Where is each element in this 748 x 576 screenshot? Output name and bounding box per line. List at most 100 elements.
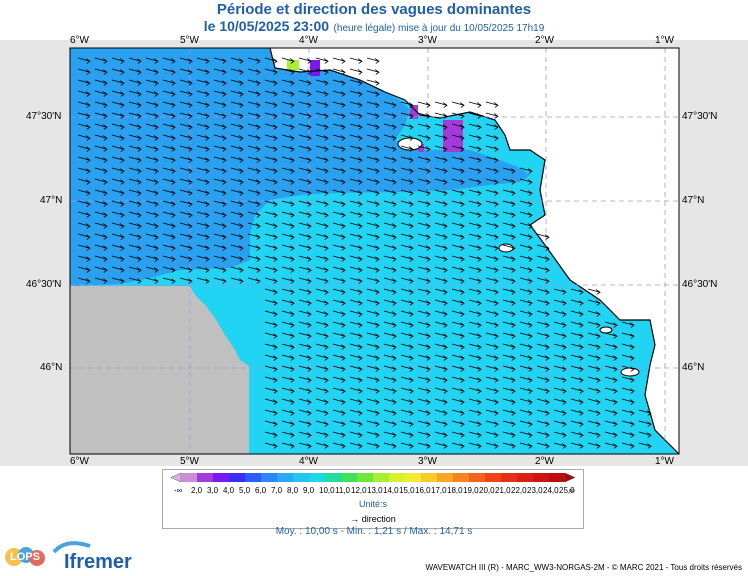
direction-arrow [383,288,397,295]
direction-arrow [111,156,125,163]
direction-arrow [621,420,635,427]
direction-arrow [179,112,193,119]
direction-arrow [281,178,295,185]
direction-arrow [281,156,295,163]
direction-arrow [298,222,312,229]
direction-arrow [366,299,380,306]
direction-arrow [417,365,431,372]
direction-arrow [366,244,380,251]
direction-arrow [468,376,482,383]
direction-arrow [383,101,397,108]
direction-arrow [196,211,210,218]
legend-tick-label: 3,0 [207,486,219,495]
direction-arrow [417,266,431,273]
direction-arrow [519,299,533,306]
direction-arrow [230,222,244,229]
direction-arrow [179,156,193,163]
direction-arrow [519,200,533,207]
direction-arrow [94,90,108,97]
direction-arrow [247,90,261,97]
direction-arrow [536,376,550,383]
direction-arrow [281,431,295,438]
direction-arrow [434,134,448,141]
direction-arrow [502,376,516,383]
direction-arrow [281,442,295,449]
direction-arrow [247,79,261,86]
direction-arrow [77,189,91,196]
direction-arrow [536,277,550,284]
direction-arrow [281,332,295,339]
direction-arrow [128,167,142,174]
legend-tick-label: 13,0 [367,486,383,495]
direction-arrow [485,354,499,361]
direction-arrow [145,68,159,75]
direction-arrow [383,431,397,438]
direction-arrow [553,321,567,328]
direction-arrow [77,178,91,185]
lops-logo-text: LOPS [10,551,40,563]
direction-arrow [264,200,278,207]
direction-arrow [451,244,465,251]
direction-arrow [332,222,346,229]
direction-arrow [264,277,278,284]
island-re [599,326,613,334]
direction-arrow [604,354,618,361]
direction-arrow [417,376,431,383]
direction-arrow [485,277,499,284]
direction-arrow [519,321,533,328]
direction-arrow [230,167,244,174]
legend-tick-label: 14,0 [383,486,399,495]
direction-arrow [417,145,431,152]
legend-swatch [373,473,390,482]
legend-swatch [325,473,342,482]
direction-arrow [281,310,295,317]
legend-swatch [389,473,406,482]
direction-arrow [179,123,193,130]
direction-arrow [400,244,414,251]
legend-tick-label: ∞ [569,486,575,495]
direction-arrow [383,409,397,416]
direction-arrow [366,112,380,119]
direction-arrow [94,68,108,75]
direction-arrow [502,431,516,438]
direction-arrow [570,431,584,438]
direction-arrow [128,189,142,196]
direction-arrow [145,200,159,207]
direction-arrow [298,90,312,97]
direction-arrow [502,211,516,218]
lon-label-bottom: 4°W [299,456,318,467]
direction-arrow [400,156,414,163]
direction-arrow [468,178,482,185]
direction-arrow [298,145,312,152]
direction-arrow [145,222,159,229]
direction-arrow [264,398,278,405]
direction-arrow [366,266,380,273]
direction-arrow [247,178,261,185]
direction-arrow [366,288,380,295]
direction-arrow [400,222,414,229]
direction-arrow [111,90,125,97]
direction-arrow [349,398,363,405]
direction-arrow [417,409,431,416]
direction-arrow [485,387,499,394]
direction-arrow [417,123,431,130]
direction-arrow [468,156,482,163]
direction-arrow [383,398,397,405]
coastline [269,47,680,455]
direction-arrow [434,431,448,438]
legend-tick-label: -∞ [174,486,183,495]
ifremer-wave-icon [52,541,91,554]
direction-arrow [349,244,363,251]
direction-arrow [145,266,159,273]
direction-arrow [587,321,601,328]
direction-arrow [247,266,261,273]
direction-arrow [468,244,482,251]
direction-arrow [536,420,550,427]
color-legend: -∞ 2,0 3,0 4,0 5,0 6,0 7,0 8,0 9,0 10,0 11,0 12,0 13… [162,469,584,529]
direction-arrow [315,376,329,383]
direction-arrow [332,266,346,273]
direction-arrow [587,365,601,372]
direction-arrow [485,431,499,438]
direction-arrow [77,134,91,141]
legend-tick-label: 15,0 [399,486,415,495]
